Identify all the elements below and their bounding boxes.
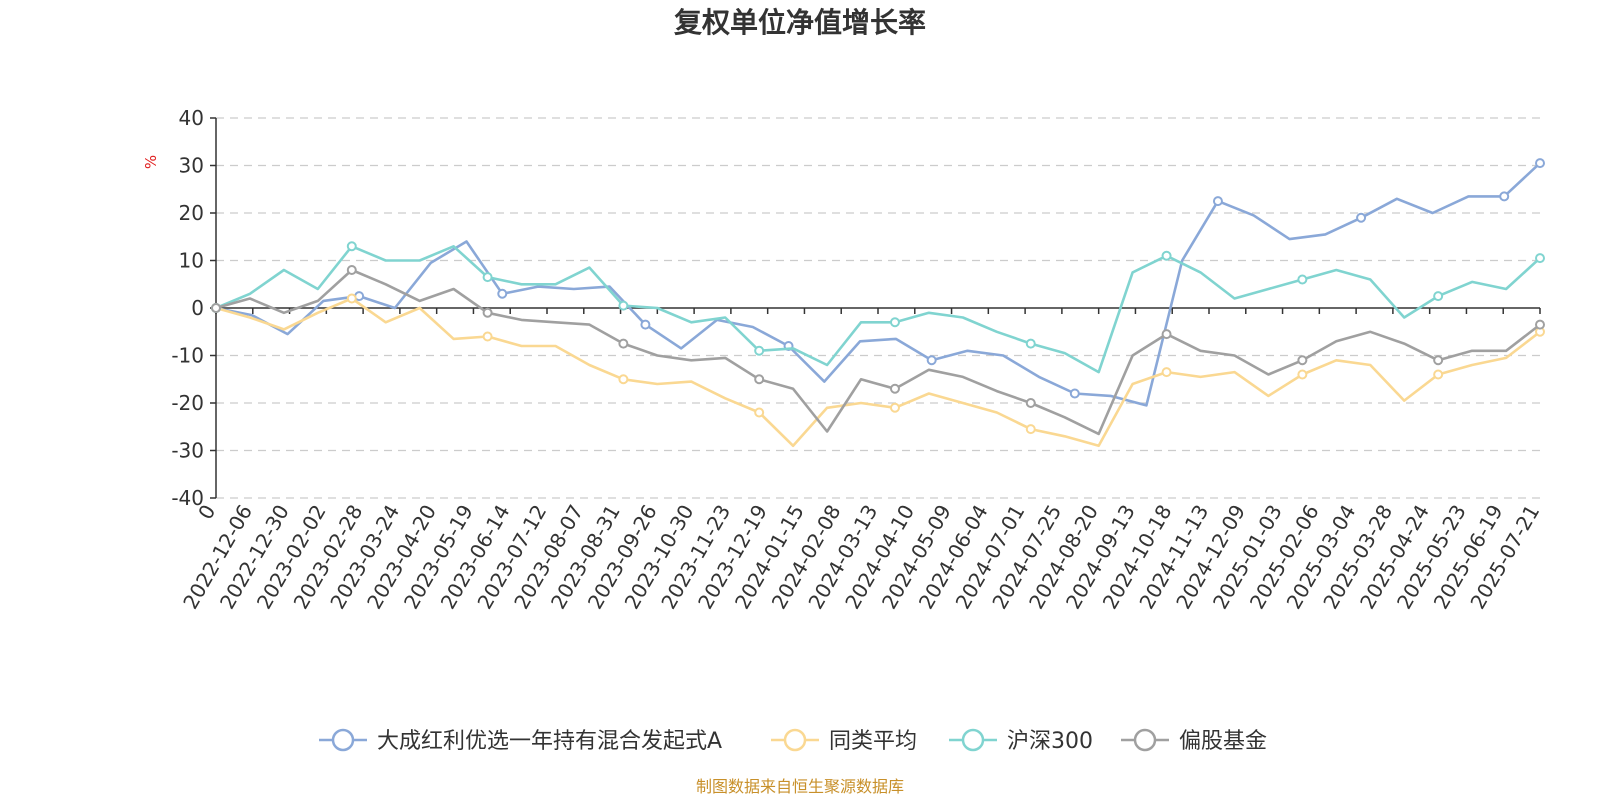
series-3-point-8: [482, 307, 493, 318]
y-tick-label-4: 0: [191, 296, 204, 320]
series-line-1: [214, 297, 1542, 448]
series-0-point-8: [497, 288, 508, 299]
y-tick-label-2: -20: [171, 391, 204, 415]
y-tick-label-0: -40: [171, 486, 204, 510]
series-1-point-16: [754, 407, 765, 418]
series-lines: [211, 158, 1545, 448]
series-3-point-24: [1025, 398, 1036, 408]
series-0-point-32: [1356, 212, 1367, 223]
series-3-point-0: [211, 303, 221, 313]
series-0-point-20: [926, 355, 937, 366]
series-3-point-20: [889, 383, 900, 394]
series-line-3: [214, 268, 1542, 436]
series-2-point-24: [1025, 338, 1036, 349]
series-0-point-24: [1069, 388, 1080, 399]
series-1-point-20: [889, 402, 900, 413]
series-0-point-36: [1499, 191, 1510, 202]
series-3-point-28: [1161, 329, 1172, 340]
series-0-point-28: [1212, 196, 1223, 207]
series-0-point-12: [640, 319, 651, 330]
legend-swatch-marker-2: [961, 728, 985, 752]
legend-label-3: 偏股基金: [1179, 729, 1267, 754]
series-1-point-4: [346, 293, 357, 304]
x-tick-labels: 02022-12-062022-12-302023-02-022023-02-2…: [178, 500, 1544, 613]
series-3-point-4: [346, 265, 357, 275]
series-line-2: [214, 245, 1542, 374]
x-tick-label-0: 0: [193, 501, 220, 524]
series-1-point-12: [618, 374, 629, 385]
series-2-point-32: [1297, 274, 1308, 285]
y-tick-label-1: -30: [171, 439, 204, 463]
y-tick-label-6: 20: [179, 201, 204, 225]
legend-label-1: 同类平均: [829, 729, 917, 754]
series-3-point-16: [754, 374, 765, 385]
y-tick-label-8: 40: [179, 106, 204, 130]
series-2-point-16: [754, 345, 765, 356]
y-tick-label-7: 30: [179, 154, 204, 178]
series-0-point-37: [1535, 158, 1545, 169]
legend: 大成红利优选一年持有混合发起式A 同类平均 沪深300 偏股基金: [319, 728, 1267, 754]
source-note: 制图数据来自恒生聚源数据库: [696, 777, 904, 796]
chart-title: 复权单位净值增长率: [674, 6, 926, 39]
series-3-point-39: [1535, 319, 1545, 330]
series-1-point-8: [482, 331, 493, 342]
series-2-point-4: [346, 241, 357, 252]
y-tick-label-3: -10: [171, 344, 204, 368]
series-1-point-32: [1297, 369, 1308, 380]
y-axis-unit-label: %: [142, 155, 160, 169]
series-3-point-36: [1433, 355, 1444, 366]
legend-label-2: 沪深300: [1007, 729, 1093, 754]
series-2-point-12: [618, 300, 629, 311]
legend-label-0: 大成红利优选一年持有混合发起式A: [377, 729, 722, 754]
series-line-0: [214, 161, 1542, 407]
series-2-point-36: [1433, 291, 1444, 302]
series-2-point-20: [889, 317, 900, 328]
grid-lines: [216, 117, 1540, 499]
series-1-point-36: [1433, 369, 1444, 380]
series-2-point-8: [482, 272, 493, 283]
legend-swatch-marker-1: [783, 728, 807, 752]
series-1-point-24: [1025, 424, 1036, 435]
series-2-point-39: [1535, 253, 1545, 264]
legend-swatch-marker-0: [331, 728, 355, 752]
series-3-point-32: [1297, 355, 1308, 366]
y-tick-label-5: 10: [179, 249, 204, 273]
axes: -40 -30 -20 -10 0 10 20 30 40: [171, 106, 1541, 510]
series-1-point-28: [1161, 367, 1172, 378]
legend-swatch-marker-3: [1133, 728, 1157, 752]
series-2-point-28: [1161, 250, 1172, 261]
series-3-point-12: [618, 338, 629, 349]
